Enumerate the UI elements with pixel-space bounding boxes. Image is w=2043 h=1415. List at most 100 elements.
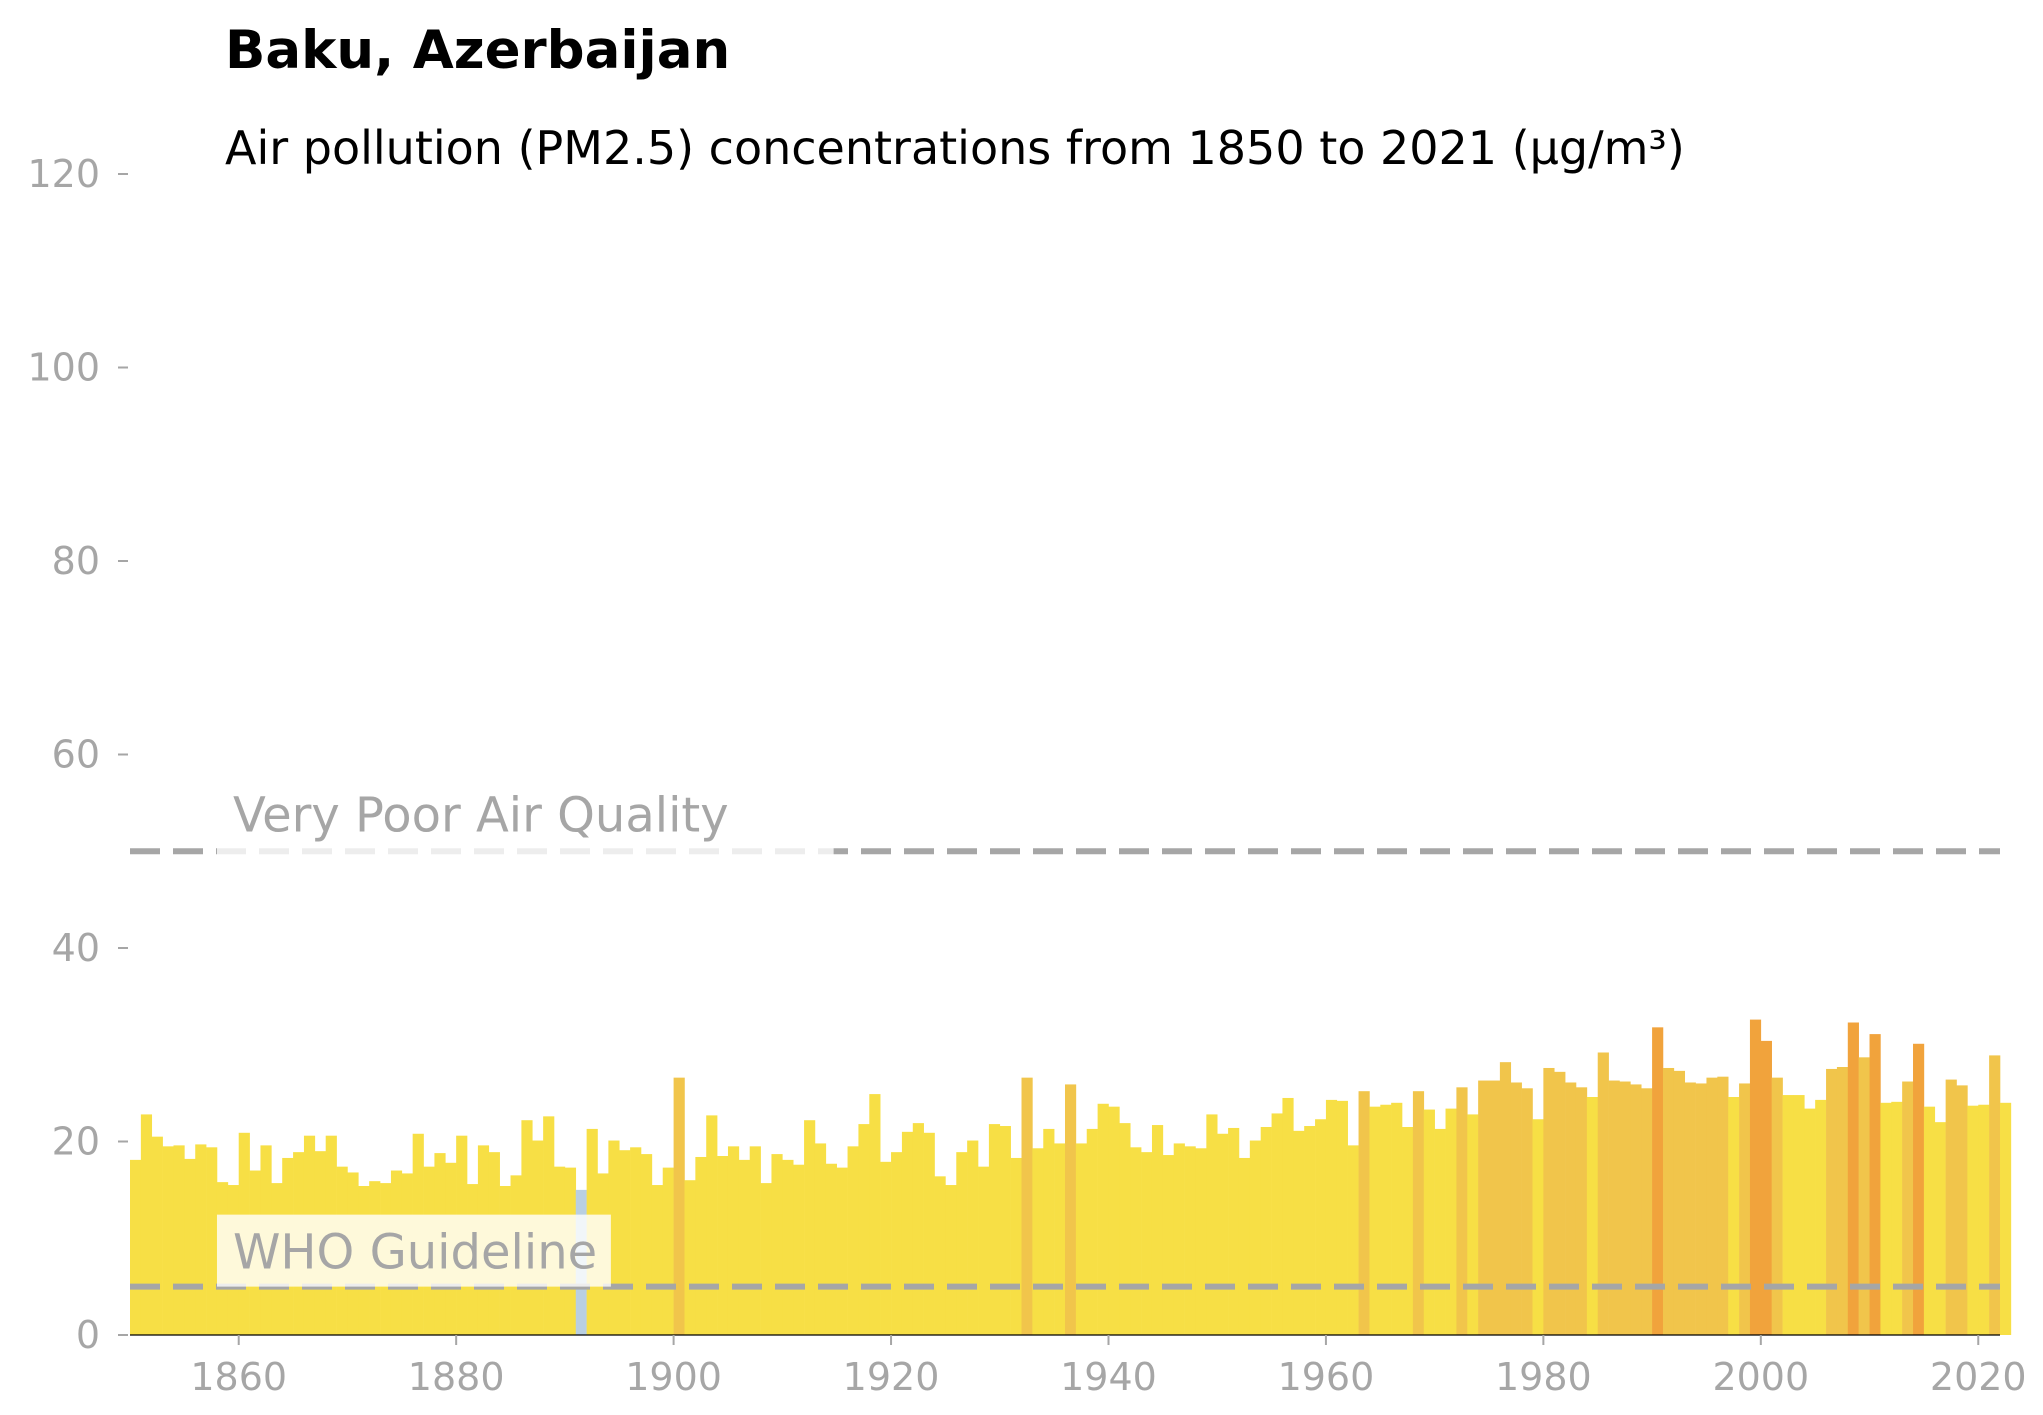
bar-2005: [1815, 1099, 1827, 1335]
y-tick-label: 0: [76, 1313, 100, 1357]
bar-1926: [956, 1152, 968, 1335]
bar-1927: [967, 1140, 979, 1335]
bar-1994: [1695, 1083, 1707, 1335]
bar-1998: [1739, 1083, 1751, 1335]
bar-2012: [1891, 1101, 1903, 1335]
bar-1913: [814, 1143, 827, 1335]
bar-2009: [1858, 1057, 1870, 1335]
bar-1955: [1271, 1113, 1283, 1335]
bar-1958: [1304, 1126, 1316, 1335]
bar-1980: [1543, 1067, 1555, 1335]
x-tick-label: 1860: [190, 1355, 287, 1399]
bar-1899: [662, 1167, 674, 1335]
reference-label-background: [216, 773, 834, 860]
bar-1973: [1467, 1114, 1479, 1335]
bar-2011: [1880, 1102, 1892, 1335]
bar-1856: [195, 1144, 207, 1335]
bar-1920: [891, 1152, 903, 1335]
reference-line-label: Very Poor Air Quality: [233, 787, 729, 843]
y-tick-label: 80: [52, 539, 100, 583]
bar-2017: [1945, 1079, 1957, 1335]
bar-1897: [640, 1154, 653, 1335]
bar-1853: [162, 1146, 174, 1335]
bar-1931: [1010, 1157, 1022, 1335]
bar-1939: [1097, 1103, 1109, 1335]
bar-1991: [1662, 1067, 1675, 1335]
bar-1945: [1162, 1155, 1175, 1335]
bar-1996: [1717, 1076, 1729, 1335]
bar-1903: [706, 1115, 718, 1335]
bar-1909: [771, 1154, 783, 1335]
bar-2021: [1989, 1055, 2001, 1335]
bar-1969: [1423, 1109, 1435, 1335]
bar-2014: [1913, 1043, 1925, 1335]
bar-1968: [1412, 1091, 1425, 1335]
x-tick-label: 1980: [1495, 1355, 1592, 1399]
chart-title: Baku, Azerbaijan: [225, 20, 730, 81]
y-tick-label: 120: [27, 152, 100, 196]
bar-1995: [1706, 1077, 1718, 1335]
bar-1923: [923, 1132, 935, 1335]
bar-1937: [1075, 1143, 1088, 1335]
reference-line-label: WHO Guideline: [233, 1225, 597, 1281]
bar-1949: [1206, 1114, 1218, 1335]
bar-2015: [1923, 1106, 1936, 1335]
bar-2010: [1869, 1034, 1881, 1335]
bar-1929: [988, 1124, 1001, 1335]
bar-1941: [1119, 1123, 1131, 1335]
bar-1943: [1141, 1152, 1153, 1335]
bar-1906: [738, 1159, 751, 1335]
bar-1910: [782, 1159, 794, 1335]
bar-2000: [1760, 1040, 1772, 1335]
bar-1918: [869, 1094, 881, 1335]
bar-1979: [1532, 1119, 1544, 1335]
bar-2002: [1782, 1095, 1794, 1335]
bar-1898: [651, 1185, 664, 1335]
y-tick-label: 100: [27, 346, 100, 390]
bar-1951: [1228, 1127, 1240, 1335]
bar-1919: [880, 1161, 892, 1335]
bar-1854: [173, 1145, 185, 1335]
bar-1988: [1630, 1084, 1642, 1335]
bar-1896: [630, 1147, 642, 1335]
bar-1986: [1608, 1080, 1620, 1335]
bar-1990: [1652, 1027, 1664, 1335]
bar-1962: [1347, 1145, 1359, 1335]
bar-2004: [1804, 1108, 1816, 1335]
bar-2007: [1836, 1067, 1849, 1335]
bar-2013: [1902, 1081, 1914, 1335]
bar-1975: [1489, 1080, 1501, 1335]
bar-1938: [1086, 1128, 1098, 1335]
bar-2022: [2000, 1102, 2012, 1335]
bar-1940: [1108, 1106, 1120, 1335]
bar-2018: [1956, 1085, 1968, 1335]
bar-1948: [1195, 1148, 1207, 1335]
bar-2006: [1826, 1068, 1838, 1335]
bar-1855: [184, 1158, 196, 1335]
bar-1915: [836, 1167, 848, 1335]
bar-1971: [1445, 1108, 1457, 1335]
axes-group: 0 20 40 60 80 100 120 1860 1880 1900 1920 1940 1960 1…: [27, 152, 2026, 1399]
bar-2020: [1978, 1104, 1990, 1335]
bar-1985: [1597, 1052, 1609, 1335]
bar-1997: [1728, 1096, 1740, 1335]
bar-1992: [1673, 1070, 1686, 1335]
bar-1987: [1619, 1081, 1631, 1335]
bar-1894: [608, 1140, 620, 1335]
bar-1932: [1021, 1077, 1033, 1335]
bar-1982: [1565, 1082, 1577, 1335]
bar-1954: [1260, 1126, 1272, 1335]
bar-1961: [1336, 1100, 1348, 1335]
bar-1904: [717, 1156, 729, 1335]
bar-1911: [793, 1164, 805, 1335]
bar-1970: [1434, 1128, 1446, 1335]
bar-1964: [1369, 1106, 1381, 1335]
bar-1952: [1238, 1157, 1251, 1335]
bar-2003: [1793, 1095, 1805, 1335]
bar-1921: [901, 1131, 914, 1335]
bar-2016: [1934, 1122, 1946, 1335]
bar-1902: [695, 1156, 707, 1335]
bar-1966: [1391, 1102, 1403, 1335]
bar-1930: [999, 1126, 1011, 1335]
bar-1944: [1151, 1125, 1164, 1335]
